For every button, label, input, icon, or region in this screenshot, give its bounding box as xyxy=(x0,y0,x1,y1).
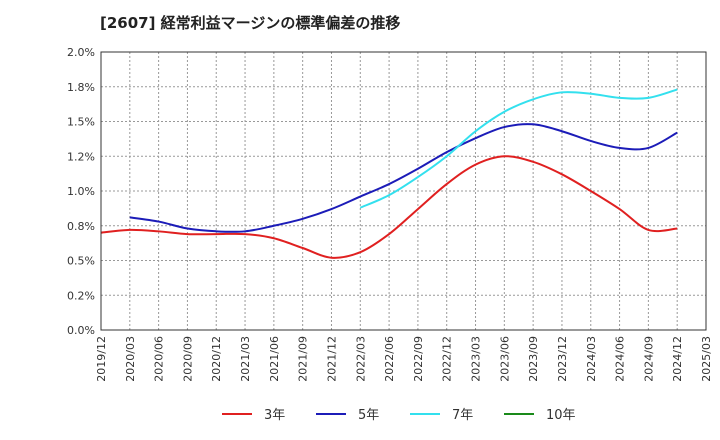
axes: 0.0% 0.2% 0.5% 0.8% 1.0% 1.2% 1.5% 1.8% 2.0% 2019… xyxy=(67,46,713,382)
legend-label-3: 10年 xyxy=(546,408,576,423)
series-lines xyxy=(100,88,678,259)
x-tick-label: 2020/12 xyxy=(210,336,223,382)
y-tick-label: 2.0% xyxy=(67,46,95,59)
x-tick-label: 2020/09 xyxy=(181,336,194,382)
legend: 3年 5年 7年 10年 xyxy=(222,408,576,423)
x-tick-label: 2023/06 xyxy=(498,336,511,382)
x-tick-label: 2024/03 xyxy=(585,336,598,382)
grid xyxy=(101,52,706,330)
x-tick-label: 2021/03 xyxy=(239,336,252,382)
y-tick-label: 1.8% xyxy=(67,81,95,94)
legend-label-1: 5年 xyxy=(358,408,379,423)
x-tick-label: 2023/03 xyxy=(470,336,483,382)
x-tick-label: 2023/09 xyxy=(527,336,540,382)
x-tick-label: 2023/12 xyxy=(556,336,569,382)
y-tick-label: 1.2% xyxy=(67,150,95,163)
x-tick-label: 2020/06 xyxy=(153,336,166,382)
y-tick-label: 1.0% xyxy=(67,185,95,198)
chart-title: [2607] 経常利益マージンの標準偏差の推移 xyxy=(100,14,401,32)
legend-label-2: 7年 xyxy=(452,408,473,423)
x-tick-label: 2021/06 xyxy=(268,336,281,382)
series-line-1 xyxy=(129,123,678,233)
y-tick-label: 0.2% xyxy=(67,289,95,302)
x-tick-label: 2021/09 xyxy=(297,336,310,382)
y-tick-label: 0.0% xyxy=(67,324,95,337)
x-tick-label: 2022/03 xyxy=(354,336,367,382)
x-tick-label: 2024/12 xyxy=(671,336,684,382)
series-line-0 xyxy=(100,155,678,259)
x-tick-label: 2022/09 xyxy=(412,336,425,382)
x-tick-label: 2022/06 xyxy=(383,336,396,382)
x-tick-label: 2019/12 xyxy=(95,336,108,382)
x-tick-label: 2024/09 xyxy=(642,336,655,382)
x-tick-label: 2022/12 xyxy=(441,336,454,382)
series-line-2 xyxy=(359,88,678,209)
x-tick-label: 2025/03 xyxy=(700,336,713,382)
plot-area xyxy=(101,52,706,330)
y-tick-label: 0.8% xyxy=(67,220,95,233)
x-tick-label: 2020/03 xyxy=(124,336,137,382)
y-tick-label: 0.5% xyxy=(67,255,95,268)
y-tick-label: 1.5% xyxy=(67,116,95,129)
x-tick-label: 2024/06 xyxy=(614,336,627,382)
legend-label-0: 3年 xyxy=(264,408,285,423)
plot-border xyxy=(100,51,707,331)
x-tick-label: 2021/12 xyxy=(325,336,338,382)
